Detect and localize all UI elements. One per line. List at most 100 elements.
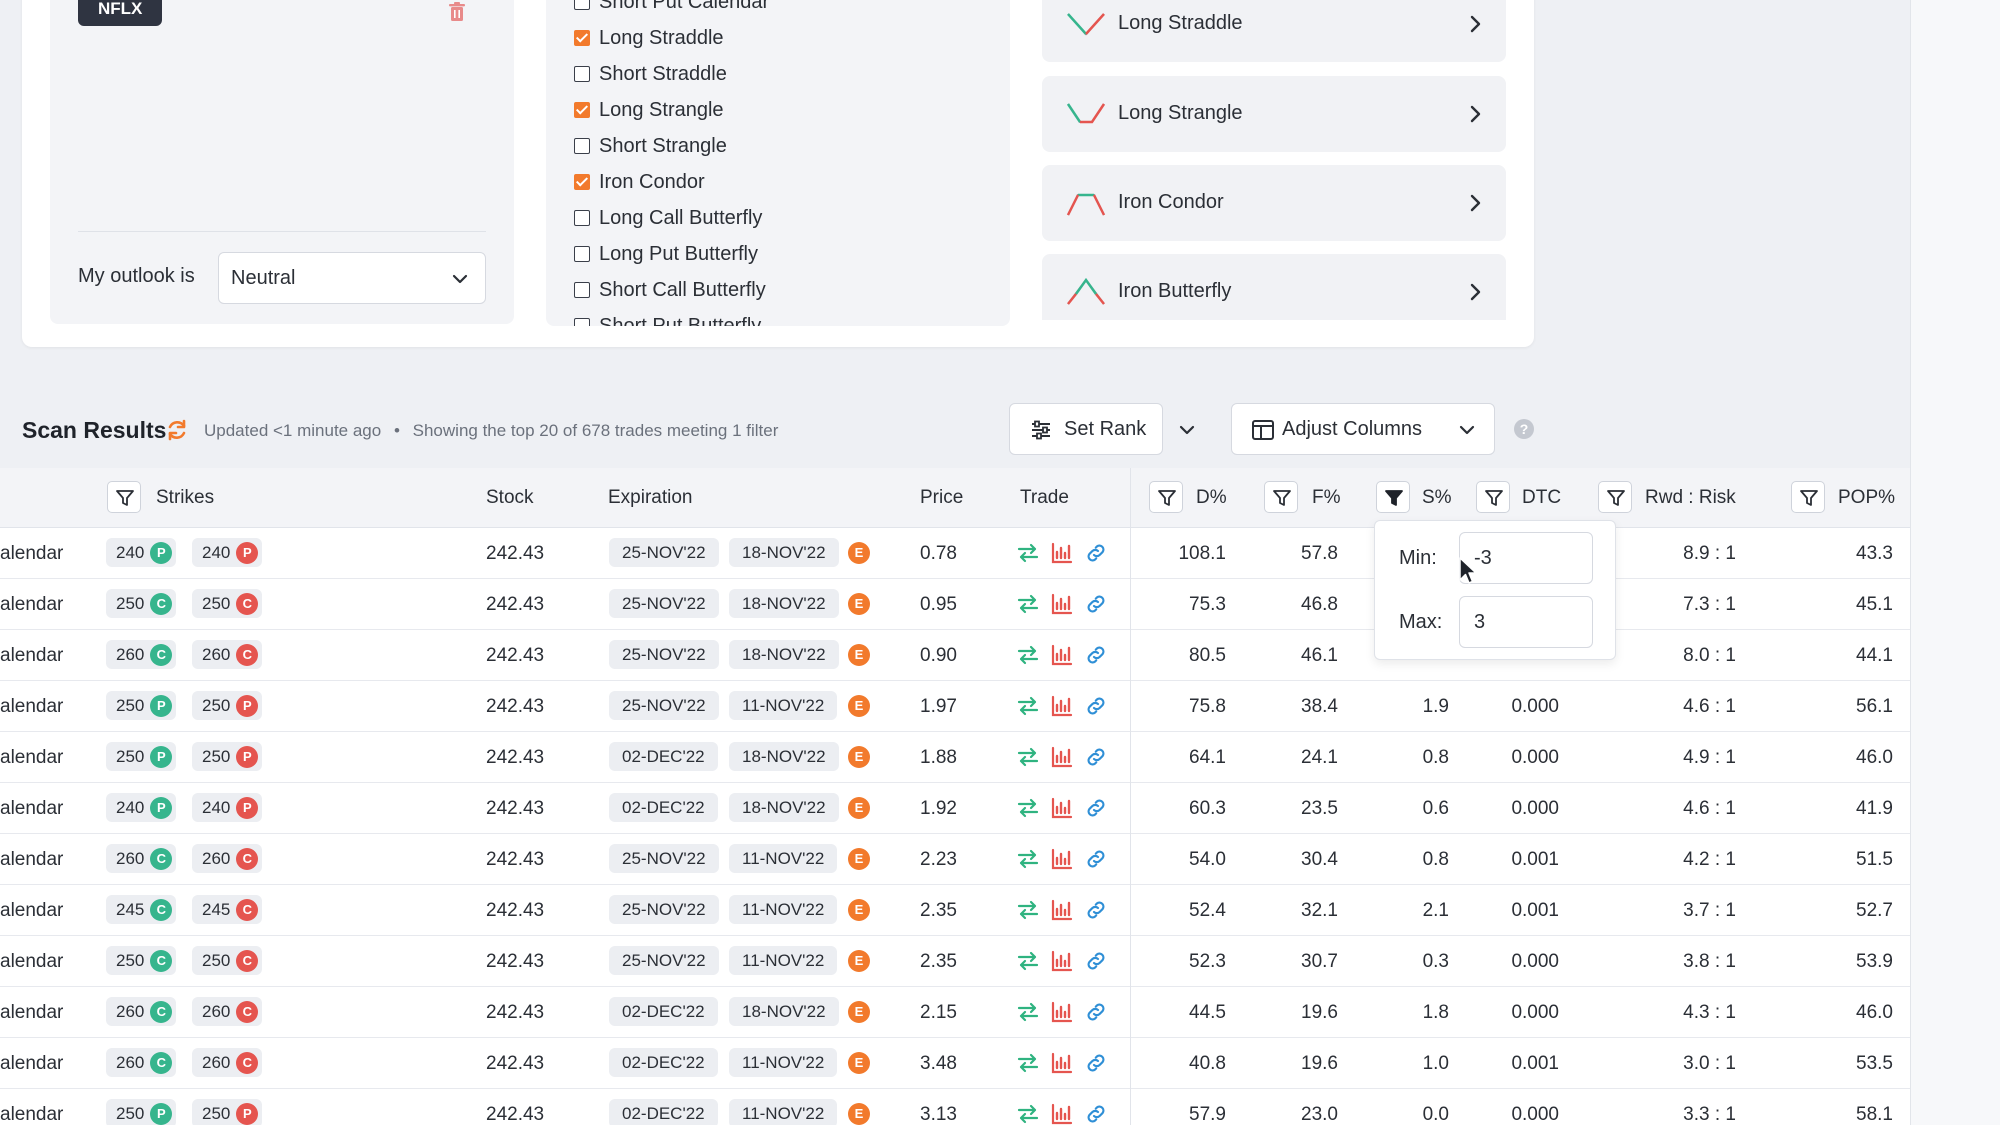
column-f-pct[interactable]: F% <box>1312 487 1341 508</box>
strategy-filter-item[interactable]: Iron Condor <box>574 164 769 200</box>
table-row[interactable]: alendar 250 P 250 P 242.43 02-DEC'22 11-NOV'22 E… <box>0 1089 1910 1125</box>
strategy-checkbox[interactable] <box>574 0 590 10</box>
strategy-filter-item[interactable]: Short Straddle <box>574 56 769 92</box>
link-icon[interactable] <box>1084 796 1108 820</box>
strategy-card[interactable]: Iron Condor <box>1042 165 1506 241</box>
column-trade[interactable]: Trade <box>1020 487 1069 508</box>
min-input[interactable] <box>1459 532 1593 584</box>
strategy-card[interactable]: Long Strangle <box>1042 76 1506 152</box>
link-icon[interactable] <box>1084 847 1108 871</box>
strategy-checkbox[interactable] <box>574 282 590 298</box>
adjust-columns-button[interactable]: Adjust Columns <box>1231 403 1495 455</box>
ticker-chip[interactable]: NFLX <box>78 0 163 26</box>
strategy-checkbox[interactable] <box>574 318 590 326</box>
table-row[interactable]: alendar 250 C 250 C 242.43 25-NOV'22 11-NOV'22 E… <box>0 936 1910 987</box>
swap-icon[interactable] <box>1016 847 1040 871</box>
strategy-filter-item[interactable]: Long Straddle <box>574 20 769 56</box>
strategy-checkbox[interactable] <box>574 210 590 226</box>
outlook-select[interactable]: Neutral <box>218 252 486 304</box>
rwd-risk-filter-button[interactable] <box>1598 481 1632 513</box>
strategy-filter-item[interactable]: Long Strangle <box>574 92 769 128</box>
table-row[interactable]: alendar 250 C 250 C 242.43 25-NOV'22 18-NOV'22 E… <box>0 579 1910 630</box>
chart-icon[interactable] <box>1050 898 1074 922</box>
chart-icon[interactable] <box>1050 1051 1074 1075</box>
link-icon[interactable] <box>1084 643 1108 667</box>
chart-icon[interactable] <box>1050 541 1074 565</box>
strategy-filter-item[interactable]: Long Put Butterfly <box>574 236 769 272</box>
chart-icon[interactable] <box>1050 694 1074 718</box>
s-pct-filter-button[interactable] <box>1376 481 1410 513</box>
strategy-checkbox[interactable] <box>574 66 590 82</box>
link-icon[interactable] <box>1084 1051 1108 1075</box>
strategy-checkbox[interactable] <box>574 174 590 190</box>
column-d-pct[interactable]: D% <box>1196 487 1227 508</box>
strategy-filter-item[interactable]: Short Put Butterfly <box>574 308 769 326</box>
link-icon[interactable] <box>1084 898 1108 922</box>
column-s-pct[interactable]: S% <box>1422 487 1452 508</box>
f-pct-filter-button[interactable] <box>1264 481 1298 513</box>
swap-icon[interactable] <box>1016 541 1040 565</box>
help-icon[interactable]: ? <box>1514 419 1534 439</box>
column-expiration[interactable]: Expiration <box>608 487 693 508</box>
refresh-icon[interactable] <box>165 418 189 442</box>
column-rwd-risk[interactable]: Rwd : Risk <box>1645 487 1736 508</box>
swap-icon[interactable] <box>1016 949 1040 973</box>
swap-icon[interactable] <box>1016 1000 1040 1024</box>
link-icon[interactable] <box>1084 1102 1108 1125</box>
strategy-filter-item[interactable]: Long Call Butterfly <box>574 200 769 236</box>
strategy-checkbox[interactable] <box>574 30 590 46</box>
swap-icon[interactable] <box>1016 592 1040 616</box>
chart-icon[interactable] <box>1050 1000 1074 1024</box>
link-icon[interactable] <box>1084 592 1108 616</box>
link-icon[interactable] <box>1084 1000 1108 1024</box>
trash-icon[interactable] <box>448 2 466 22</box>
strategy-checkbox[interactable] <box>574 102 590 118</box>
chart-icon[interactable] <box>1050 643 1074 667</box>
strategy-card[interactable]: Long Straddle <box>1042 0 1506 62</box>
swap-icon[interactable] <box>1016 1051 1040 1075</box>
strategy-checkbox[interactable] <box>574 246 590 262</box>
strategy-filter-item[interactable]: Short Call Butterfly <box>574 272 769 308</box>
strike-value: 250 <box>116 747 145 766</box>
link-icon[interactable] <box>1084 694 1108 718</box>
table-row[interactable]: alendar 240 P 240 P 242.43 25-NOV'22 18-NOV'22 E… <box>0 528 1910 579</box>
column-strikes[interactable]: Strikes <box>156 487 215 508</box>
d-pct-filter-button[interactable] <box>1149 481 1183 513</box>
column-pop-pct[interactable]: POP% <box>1838 487 1896 508</box>
swap-icon[interactable] <box>1016 745 1040 769</box>
strategy-card[interactable]: Iron Butterfly <box>1042 254 1506 320</box>
strategy-filter-item[interactable]: Short Strangle <box>574 128 769 164</box>
chart-icon[interactable] <box>1050 745 1074 769</box>
set-rank-button[interactable]: Set Rank <box>1009 403 1195 455</box>
table-row[interactable]: alendar 250 P 250 P 242.43 02-DEC'22 18-NOV'22 E… <box>0 732 1910 783</box>
table-row[interactable]: alendar 260 C 260 C 242.43 25-NOV'22 11-NOV'22 E… <box>0 834 1910 885</box>
table-row[interactable]: alendar 260 C 260 C 242.43 02-DEC'22 11-NOV'22 E… <box>0 1038 1910 1089</box>
pop-pct-filter-button[interactable] <box>1791 481 1825 513</box>
link-icon[interactable] <box>1084 949 1108 973</box>
dtc-filter-button[interactable] <box>1476 481 1510 513</box>
strategy-checkbox[interactable] <box>574 138 590 154</box>
table-row[interactable]: alendar 240 P 240 P 242.43 02-DEC'22 18-NOV'22 E… <box>0 783 1910 834</box>
column-stock[interactable]: Stock <box>486 487 534 508</box>
swap-icon[interactable] <box>1016 898 1040 922</box>
chart-icon[interactable] <box>1050 1102 1074 1125</box>
table-row[interactable]: alendar 250 P 250 P 242.43 25-NOV'22 11-NOV'22 E… <box>0 681 1910 732</box>
chart-icon[interactable] <box>1050 592 1074 616</box>
table-row[interactable]: alendar 245 C 245 C 242.43 25-NOV'22 11-NOV'22 E… <box>0 885 1910 936</box>
chart-icon[interactable] <box>1050 796 1074 820</box>
link-icon[interactable] <box>1084 745 1108 769</box>
strikes-filter-button[interactable] <box>107 481 141 513</box>
column-price[interactable]: Price <box>920 487 964 508</box>
swap-icon[interactable] <box>1016 1102 1040 1125</box>
link-icon[interactable] <box>1084 541 1108 565</box>
max-input[interactable] <box>1459 596 1593 648</box>
chart-icon[interactable] <box>1050 847 1074 871</box>
strategy-filter-item[interactable]: Short Put Calendar <box>574 0 769 20</box>
swap-icon[interactable] <box>1016 643 1040 667</box>
swap-icon[interactable] <box>1016 694 1040 718</box>
chart-icon[interactable] <box>1050 949 1074 973</box>
swap-icon[interactable] <box>1016 796 1040 820</box>
table-row[interactable]: alendar 260 C 260 C 242.43 02-DEC'22 18-NOV'22 E… <box>0 987 1910 1038</box>
table-row[interactable]: alendar 260 C 260 C 242.43 25-NOV'22 18-NOV'22 E… <box>0 630 1910 681</box>
column-dtc[interactable]: DTC <box>1522 487 1562 508</box>
